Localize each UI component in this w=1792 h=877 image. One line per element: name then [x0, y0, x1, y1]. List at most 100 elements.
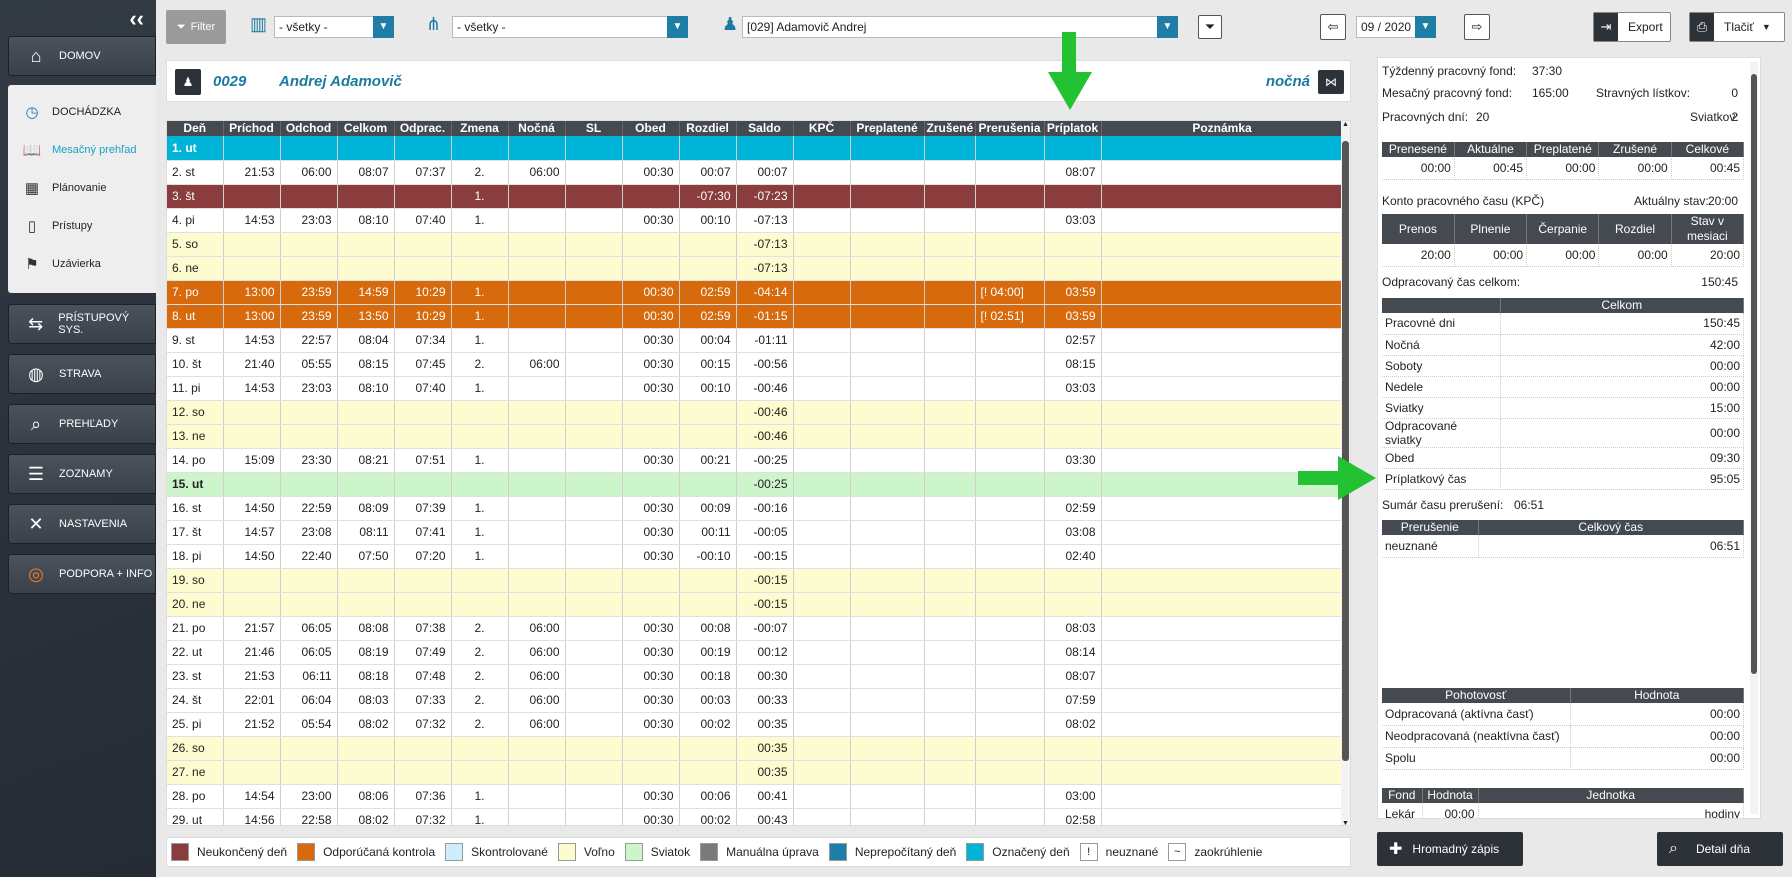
nav-nastavenia[interactable]: ✕ NASTAVENIA [8, 504, 156, 544]
column-header[interactable]: Príchod [223, 121, 281, 136]
collapse-sidebar-icon[interactable]: ‹‹ [129, 6, 144, 31]
table-row[interactable]: 29. ut 14:56 22:58 08:02 07:32 1. 00:30 00:02 00… [167, 808, 1344, 825]
export-button[interactable]: ⇥ Export [1593, 12, 1671, 42]
table-row[interactable]: 4. pi 14:53 23:03 08:10 07:40 1. 00:30 00:10 -07… [167, 208, 1344, 233]
table-cell: 07:34 [394, 328, 452, 353]
table-cell [975, 544, 1045, 569]
table-row[interactable]: 6. ne -07:13 [167, 256, 1344, 281]
nav-strava[interactable]: ◍ STRAVA [8, 354, 156, 394]
table-row[interactable]: 23. st 21:53 06:11 08:18 07:48 2. 06:00 00:30 00… [167, 664, 1344, 689]
sub-pristupy[interactable]: ▯ Prístupy [20, 211, 93, 241]
column-header[interactable]: Saldo [736, 121, 794, 136]
summary-scrollbar[interactable] [1750, 62, 1758, 814]
prev-month-button[interactable]: ⇦ [1320, 14, 1346, 40]
breaks-label: Sumár času prerušení: [1382, 498, 1504, 512]
table-cell: -00:05 [736, 520, 794, 545]
sub-planovanie[interactable]: ▦ Plánovanie [20, 173, 107, 203]
column-header[interactable]: Poznámka [1101, 121, 1344, 136]
table-row[interactable]: 24. št 22:01 06:04 08:03 07:33 2. 06:00 00:30 00… [167, 688, 1344, 713]
table-row[interactable]: 17. št 14:57 23:08 08:11 07:41 1. 00:30 00:11 -0… [167, 520, 1344, 545]
table-row[interactable]: 9. st 14:53 22:57 08:04 07:34 1. 00:30 00:04 -01… [167, 328, 1344, 353]
scroll-down-icon[interactable]: ▼ [1342, 820, 1349, 826]
table-row[interactable]: 12. so -00:46 [167, 400, 1344, 425]
column-header[interactable]: Odprac. [394, 121, 452, 136]
table-cell: 00:30 [622, 496, 680, 521]
table-row[interactable]: 8. ut 13:00 23:59 13:50 10:29 1. 00:30 02:59 -01… [167, 304, 1344, 329]
table-row[interactable]: 7. po 13:00 23:59 14:59 10:29 1. 00:30 02:59 -04… [167, 280, 1344, 305]
column-header[interactable]: Zmena [451, 121, 509, 136]
next-month-button[interactable]: ⇨ [1464, 14, 1490, 40]
table-cell: 00:00 [1422, 803, 1479, 818]
scroll-thumb[interactable] [1751, 74, 1757, 674]
column-header[interactable]: KPČ [793, 121, 851, 136]
column-header: Preplatené [1526, 142, 1600, 157]
column-header[interactable]: Celkom [337, 121, 395, 136]
table-row[interactable]: 25. pi 21:52 05:54 08:02 07:32 2. 06:00 00:30 00… [167, 712, 1344, 737]
shift-settings-button[interactable]: ⋈ [1318, 70, 1344, 94]
day-detail-button[interactable]: ⌕ Detail dňa [1657, 832, 1783, 866]
nav-zoznamy[interactable]: ☰ ZOZNAMY [8, 454, 156, 494]
period-select[interactable]: 09 / 2020 ▼ [1356, 16, 1436, 38]
bulk-entry-button[interactable]: ✚ Hromadný zápis [1377, 832, 1523, 866]
table-cell: -00:16 [736, 496, 794, 521]
table-cell: neuznané [1382, 535, 1479, 558]
sub-uzavierka[interactable]: ⚑ Uzávierka [20, 249, 101, 279]
column-header[interactable]: Rozdiel [679, 121, 737, 136]
table-row[interactable]: 26. so 00:35 [167, 736, 1344, 761]
table-row[interactable]: 10. št 21:40 05:55 08:15 07:45 2. 06:00 00:30 00… [167, 352, 1344, 377]
department-select[interactable]: - všetky - ▼ [274, 16, 394, 38]
column-header[interactable]: SL [565, 121, 623, 136]
table-row[interactable]: 1. ut [167, 136, 1344, 161]
table-cell: 14. po [167, 448, 224, 473]
table-row[interactable]: 5. so -07:13 [167, 232, 1344, 257]
chevron-down-icon[interactable]: ▼ [1157, 16, 1178, 38]
table-cell: 2. st [167, 160, 224, 185]
table-row[interactable]: 16. st 14:50 22:59 08:09 07:39 1. 00:30 00:09 -0… [167, 496, 1344, 521]
employee-select[interactable]: [029] Adamovič Andrej ▼ [742, 16, 1178, 38]
scroll-up-icon[interactable]: ▲ [1342, 121, 1349, 128]
table-row[interactable]: 19. so -00:15 [167, 568, 1344, 593]
table-row[interactable]: 28. po 14:54 23:00 08:06 07:36 1. 00:30 00:06 00… [167, 784, 1344, 809]
column-header[interactable]: Odchod [280, 121, 338, 136]
table-row[interactable]: 15. ut -00:25 [167, 472, 1344, 497]
column-header[interactable]: Príplatok [1044, 121, 1102, 136]
table-cell [565, 640, 623, 665]
nav-prehlady[interactable]: ⌕ PREHĽADY [8, 404, 156, 444]
table-row[interactable]: 22. ut 21:46 06:05 08:19 07:49 2. 06:00 00:30 00… [167, 640, 1344, 665]
column-header[interactable]: Deň [167, 121, 224, 136]
column-header[interactable]: Preplatené [850, 121, 925, 136]
table-cell [565, 688, 623, 713]
table-cell [1101, 424, 1344, 449]
chevron-down-icon[interactable]: ▼ [1415, 16, 1436, 38]
table-cell [394, 136, 452, 161]
column-header[interactable]: Obed [622, 121, 680, 136]
filter-button[interactable]: ⏷ Filter [166, 10, 226, 44]
table-cell [622, 256, 680, 281]
group-select[interactable]: - všetky - ▼ [452, 16, 688, 38]
table-row[interactable]: 11. pi 14:53 23:03 08:10 07:40 1. 00:30 00:10 -0… [167, 376, 1344, 401]
employee-filter-button[interactable]: ⏷ [1198, 15, 1222, 39]
column-header[interactable]: Nočná [508, 121, 566, 136]
table-cell: 1. [451, 784, 509, 809]
table-cell: 07:32 [394, 712, 452, 737]
sub-mesacny-prehlad[interactable]: 📖 Mesačný prehľad [20, 135, 137, 165]
nav-dochadzka[interactable]: ◷ DOCHÁDZKA [20, 97, 121, 127]
table-row[interactable]: 2. st 21:53 06:00 08:07 07:37 2. 06:00 00:30 00:… [167, 160, 1344, 185]
column-header[interactable]: Prerušenia [975, 121, 1045, 136]
table-cell [508, 424, 566, 449]
print-button[interactable]: ⎙ Tlačiť ▼ [1689, 12, 1785, 42]
column-header[interactable]: Zrušené [924, 121, 976, 136]
nav-podpora-info[interactable]: ◎ PODPORA + INFO [8, 554, 156, 594]
chevron-down-icon[interactable]: ▼ [667, 16, 688, 38]
table-row[interactable]: 13. ne -00:46 [167, 424, 1344, 449]
table-row[interactable]: 14. po 15:09 23:30 08:21 07:51 1. 00:30 00:21 -0… [167, 448, 1344, 473]
table-row[interactable]: 20. ne -00:15 [167, 592, 1344, 617]
nav-pristupovy-sys[interactable]: ⇆ PRÍSTUPOVÝ SYS. [8, 304, 156, 344]
chevron-down-icon[interactable]: ▼ [373, 16, 394, 38]
table-row[interactable]: 27. ne 00:35 [167, 760, 1344, 785]
table-row[interactable]: 21. po 21:57 06:05 08:08 07:38 2. 06:00 00:30 00… [167, 616, 1344, 641]
table-row[interactable]: 3. št 1. -07:30 -07:23 [167, 184, 1344, 209]
table-row[interactable]: 18. pi 14:50 22:40 07:50 07:20 1. 00:30 -00:10-… [167, 544, 1344, 569]
nav-domov[interactable]: ⌂ DOMOV [8, 36, 156, 76]
scroll-thumb[interactable] [1342, 141, 1349, 761]
